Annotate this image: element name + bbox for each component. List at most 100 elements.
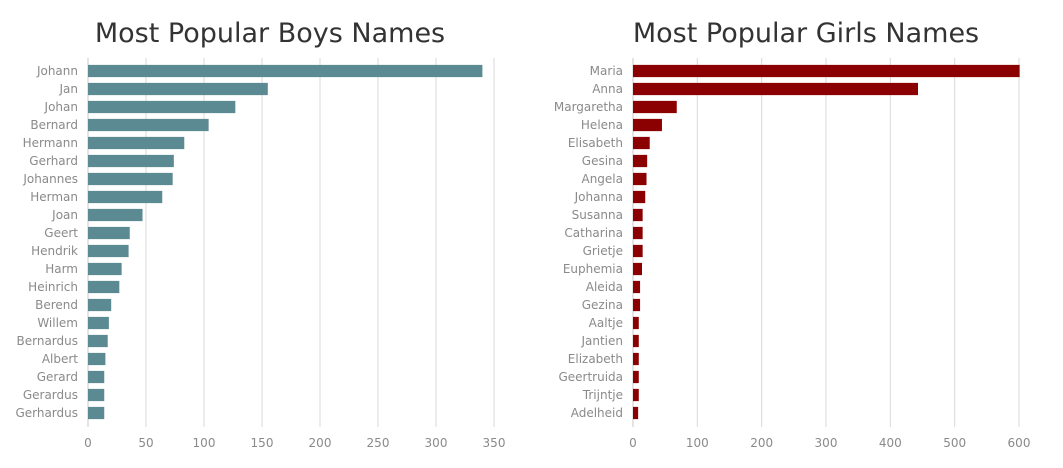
category-label: Maria (590, 64, 623, 78)
bar (88, 334, 108, 348)
bar (88, 406, 105, 420)
category-labels: Maria Anna Margaretha Helena Elisabeth Gesina… (554, 64, 623, 420)
category-label: Susanna (572, 208, 623, 222)
x-tick-label: 600 (1008, 436, 1031, 450)
chart-title: Most Popular Boys Names (95, 18, 445, 49)
bar (88, 388, 105, 402)
bar (88, 316, 109, 330)
bar (633, 172, 647, 186)
category-label: Berend (35, 298, 78, 312)
x-tick-label: 0 (84, 436, 92, 450)
category-label: Joan (51, 208, 78, 222)
bar (633, 82, 918, 96)
bar (633, 154, 648, 168)
bar (633, 100, 677, 114)
x-tick-label: 200 (750, 436, 773, 450)
category-label: Helena (581, 118, 623, 132)
bar (88, 172, 173, 186)
category-label: Gerard (37, 370, 78, 384)
category-label: Bernardus (17, 334, 79, 348)
x-tick-label: 350 (483, 436, 506, 450)
bar (88, 262, 122, 276)
category-label: Johanna (574, 190, 623, 204)
category-label: Aaltje (589, 316, 623, 330)
bar (633, 352, 639, 366)
bar (88, 100, 236, 114)
category-label: Geertruida (558, 370, 623, 384)
category-label: Aleida (586, 280, 623, 294)
bar (88, 118, 209, 132)
bar (633, 370, 639, 384)
category-label: Harm (45, 262, 78, 276)
category-label: Trijntje (582, 388, 623, 402)
category-label: Albert (42, 352, 78, 366)
x-tick-label: 100 (193, 436, 216, 450)
bar (88, 280, 120, 294)
boys-names-chart: Most Popular Boys Names Johann Jan Johan Be… (15, 18, 505, 450)
category-label: Bernard (30, 118, 78, 132)
category-label: Euphemia (563, 262, 623, 276)
bar (633, 334, 639, 348)
bar (88, 82, 268, 96)
category-label: Heinrich (28, 280, 78, 294)
category-label: Anna (592, 82, 623, 96)
category-label: Herman (30, 190, 78, 204)
girls-names-chart: Most Popular Girls Names Maria Anna Margar… (554, 18, 1031, 450)
x-tick-label: 250 (367, 436, 390, 450)
chart-title: Most Popular Girls Names (633, 18, 979, 49)
x-tick-label: 400 (879, 436, 902, 450)
bar (633, 316, 639, 330)
category-label: Elisabeth (568, 136, 623, 150)
bar (633, 226, 643, 240)
category-labels: Johann Jan Johan Bernard Hermann Gerhard Johan… (15, 64, 78, 420)
bar (88, 154, 174, 168)
bar (88, 190, 163, 204)
category-label: Johan (44, 100, 78, 114)
bar (88, 208, 143, 222)
category-label: Gerhardus (15, 406, 78, 420)
category-label: Elizabeth (568, 352, 623, 366)
category-label: Hermann (23, 136, 78, 150)
category-label: Willem (37, 316, 78, 330)
x-tick-label: 50 (138, 436, 153, 450)
bar (88, 226, 130, 240)
bar (633, 64, 1020, 78)
category-label: Angela (581, 172, 623, 186)
category-label: Hendrik (31, 244, 78, 258)
category-label: Grietje (583, 244, 623, 258)
bar (633, 118, 662, 132)
category-label: Margaretha (554, 100, 623, 114)
bar (88, 244, 129, 258)
bar (88, 64, 483, 78)
bar (633, 244, 643, 258)
grid-layer (632, 58, 1020, 427)
category-label: Jantien (580, 334, 623, 348)
tick-labels: 0 50 100 150 200 250 300 350 (84, 436, 505, 450)
category-label: Catharina (564, 226, 623, 240)
bar (633, 262, 643, 276)
category-label: Gerhard (29, 154, 78, 168)
bars-layer (633, 64, 1020, 420)
bar (633, 136, 650, 150)
bar (88, 136, 185, 150)
x-tick-label: 150 (251, 436, 274, 450)
bar (633, 280, 641, 294)
grid-layer (87, 58, 495, 427)
category-label: Johann (36, 64, 78, 78)
bar (633, 388, 639, 402)
bar (633, 190, 646, 204)
category-label: Gesina (582, 154, 623, 168)
category-label: Geert (44, 226, 78, 240)
bar (88, 298, 112, 312)
x-tick-label: 100 (686, 436, 709, 450)
bars-layer (88, 64, 483, 420)
bar (88, 352, 106, 366)
x-tick-label: 200 (309, 436, 332, 450)
x-tick-label: 0 (629, 436, 637, 450)
bar (633, 406, 639, 420)
category-label: Adelheid (571, 406, 623, 420)
bar (633, 298, 641, 312)
x-tick-label: 500 (943, 436, 966, 450)
tick-labels: 0 100 200 300 400 500 600 (629, 436, 1030, 450)
